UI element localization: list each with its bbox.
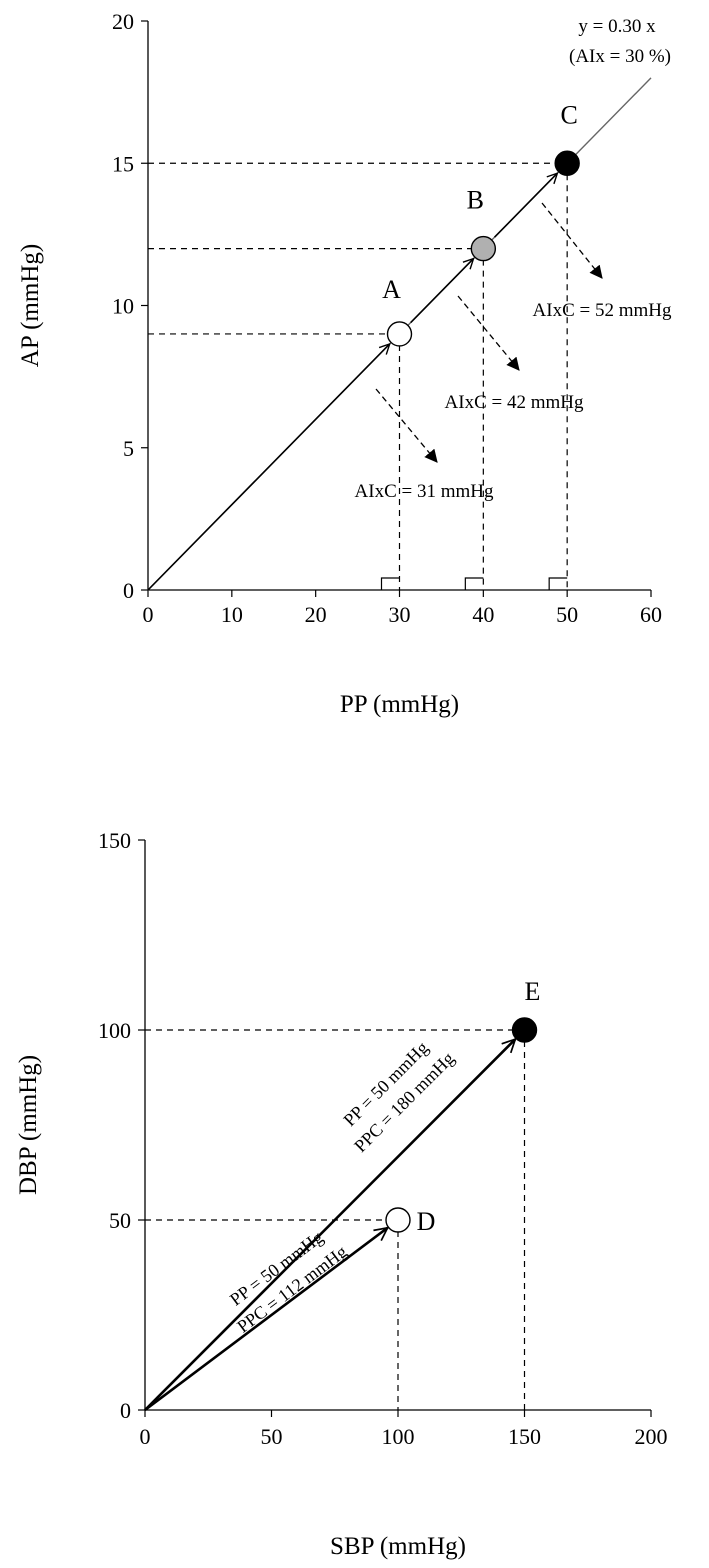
chart-dbp-vs-sbp: 0 50 100 150 200 0 50 100 150 SBP (mmHg) DBP (mmHg… — [15, 828, 668, 1560]
x-tick-label: 30 — [389, 602, 411, 627]
aixc-annotation: AIxC = 42 mmHg — [445, 392, 584, 413]
y-tick-label: 15 — [112, 151, 134, 176]
progression-arrow — [493, 173, 558, 238]
progression-arrow — [410, 259, 474, 324]
aixc-annotation: AIxC = 52 mmHg — [533, 300, 672, 321]
y-tick-label: 150 — [98, 828, 131, 853]
y-tick-label: 0 — [123, 578, 134, 603]
vector-arrow — [144, 1228, 388, 1412]
y-tick-label: 0 — [120, 1398, 131, 1423]
aixc-annotation: AIxC = 31 mmHg — [355, 481, 494, 502]
y-tick-label: 50 — [109, 1208, 131, 1233]
x-tick-label: 60 — [640, 602, 662, 627]
x-tick-label: 10 — [221, 602, 243, 627]
data-point-a — [386, 321, 413, 347]
annotation-arrow — [541, 202, 603, 279]
x-axis-label: PP (mmHg) — [340, 691, 459, 718]
x-tick-label: 0 — [143, 602, 154, 627]
point-label: C — [560, 100, 577, 129]
y-tick-label: 100 — [98, 1018, 131, 1043]
data-point-b — [470, 235, 497, 262]
data-point-c — [554, 150, 580, 176]
x-tick-label: 200 — [635, 1424, 668, 1449]
x-axis-label: SBP (mmHg) — [330, 1533, 466, 1560]
regression-equation: y = 0.30 x — [578, 16, 656, 37]
annotation-arrow — [375, 388, 438, 463]
annotation-arrow — [457, 295, 520, 371]
right-angle-mark — [380, 577, 400, 590]
x-tick-label: 50 — [261, 1424, 283, 1449]
point-label: B — [467, 186, 484, 215]
x-tick-label: 40 — [472, 602, 494, 627]
y-axis-label: AP (mmHg) — [17, 244, 44, 367]
progression-arrow — [147, 344, 390, 591]
data-point-d — [385, 1207, 411, 1233]
x-tick-label: 100 — [382, 1424, 415, 1449]
vector-arrow — [144, 1039, 515, 1411]
x-tick-label: 0 — [140, 1424, 151, 1449]
right-angle-mark — [548, 577, 568, 590]
x-tick-label: 150 — [508, 1424, 541, 1449]
y-tick-label: 20 — [112, 9, 134, 34]
point-label: A — [382, 275, 401, 304]
y-tick-label: 5 — [123, 436, 134, 461]
x-tick-label: 50 — [556, 602, 578, 627]
point-label: D — [417, 1207, 436, 1236]
data-point-e — [511, 1017, 538, 1043]
point-label: E — [525, 977, 541, 1006]
y-axis-label: DBP (mmHg) — [15, 1055, 42, 1195]
right-angle-mark — [464, 577, 484, 590]
x-tick-label: 20 — [305, 602, 327, 627]
regression-aix-label: (AIx = 30 %) — [569, 46, 671, 67]
y-tick-label: 10 — [112, 294, 134, 319]
chart-ap-vs-pp: 0 10 20 30 40 50 60 0 5 10 15 20 PP (mmHg) AP (mmHg) y… — [17, 9, 672, 718]
